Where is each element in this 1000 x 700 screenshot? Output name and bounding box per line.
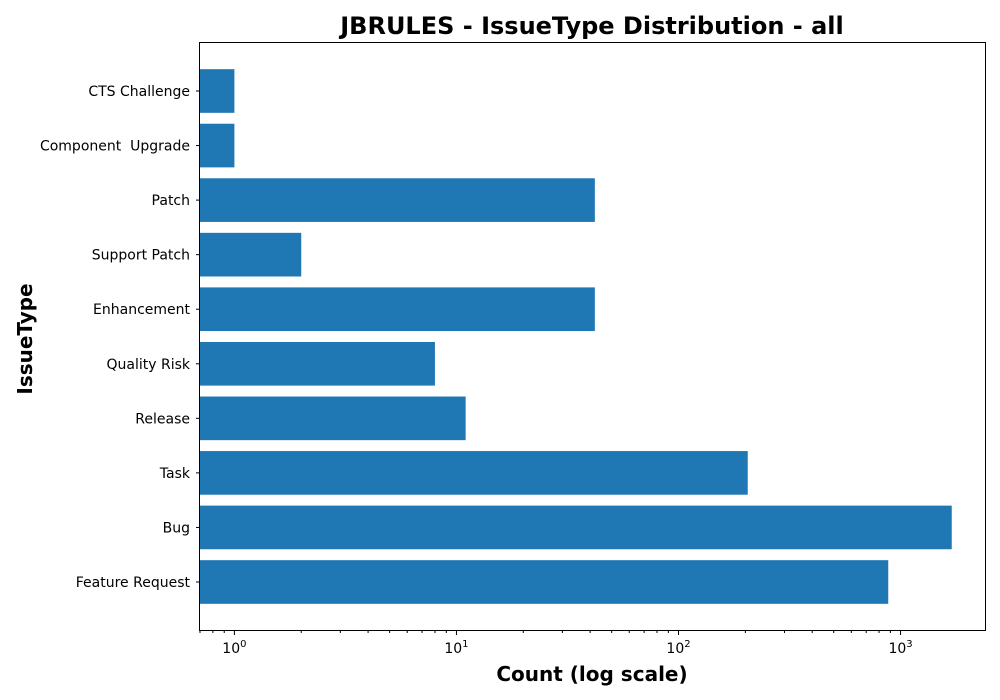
y-tick-label: Release — [135, 411, 190, 427]
x-tick-label: 100 — [222, 639, 246, 657]
bar-patch — [200, 178, 595, 222]
bar-task — [200, 451, 748, 495]
x-tick-label: 102 — [666, 639, 690, 657]
bar-cts-challenge — [200, 69, 235, 113]
x-tick-label: 103 — [888, 639, 912, 657]
y-ticks-group: CTS Challenge Component Upgrade Patch Suppo… — [40, 84, 200, 591]
x-axis-label: Count (log scale) — [496, 662, 687, 686]
bar-enhancement — [200, 287, 595, 332]
plot-frame — [199, 42, 986, 631]
bar-feature-request — [200, 560, 889, 604]
bar-quality-risk — [200, 341, 435, 386]
y-tick-label: Enhancement — [93, 302, 190, 318]
y-tick-label: Support Patch — [92, 248, 190, 264]
bars-group — [200, 69, 952, 604]
bar-component-upgrade — [200, 123, 235, 168]
bar-bug — [200, 505, 952, 550]
bar-support-patch — [200, 232, 302, 277]
y-tick-label: Task — [159, 466, 191, 482]
chart-title: JBRULES - IssueType Distribution - all — [338, 12, 844, 40]
y-tick-label: Feature Request — [76, 575, 191, 591]
y-axis-label: IssueType — [13, 283, 37, 394]
x-ticks-group: 100 101 102 103 — [199, 630, 913, 657]
y-tick-label: Patch — [152, 193, 190, 209]
y-tick-label: Bug — [163, 520, 190, 536]
x-tick-label: 101 — [444, 639, 468, 657]
y-tick-label: Component Upgrade — [40, 139, 190, 155]
y-tick-label: Quality Risk — [107, 357, 191, 373]
y-tick-label: CTS Challenge — [88, 84, 190, 100]
bar-release — [200, 396, 466, 441]
